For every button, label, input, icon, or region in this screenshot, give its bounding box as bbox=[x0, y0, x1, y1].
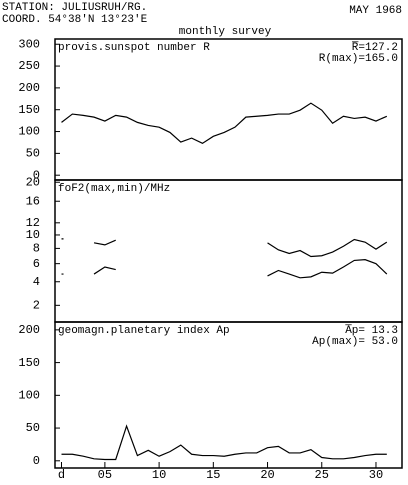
annotation: R̅=127.2 bbox=[351, 42, 398, 54]
y-tick-label: 50 bbox=[26, 147, 40, 161]
y-tick-label: 200 bbox=[18, 81, 40, 95]
y-tick-label: 300 bbox=[18, 37, 40, 51]
y-tick-label: 100 bbox=[18, 388, 40, 402]
y-tick-label: 2 bbox=[33, 298, 40, 312]
annotation: provis.sunspot number R bbox=[58, 42, 210, 54]
data-line bbox=[61, 102, 388, 145]
annotation: foF2(max,min)/MHz bbox=[58, 183, 170, 195]
annotation: R(max)=165.0 bbox=[319, 53, 398, 65]
panel-frame bbox=[54, 179, 403, 323]
data-line bbox=[61, 259, 388, 279]
x-tick-label: d bbox=[58, 468, 65, 480]
y-tick-label: 6 bbox=[33, 257, 40, 271]
annotation: Ap(max)= 53.0 bbox=[312, 336, 398, 348]
x-tick-label: 15 bbox=[206, 468, 220, 480]
x-tick-label: 05 bbox=[98, 468, 112, 480]
y-tick-label: 150 bbox=[18, 356, 40, 370]
y-tick-label: 10 bbox=[26, 228, 40, 242]
y-tick-label: 100 bbox=[18, 125, 40, 139]
y-tick-label: 150 bbox=[18, 103, 40, 117]
subtitle: monthly survey bbox=[179, 26, 272, 38]
data-line bbox=[61, 238, 388, 258]
y-tick-label: 20 bbox=[26, 175, 40, 189]
y-tick-label: 0 bbox=[33, 168, 40, 182]
x-tick-label: 30 bbox=[369, 468, 383, 480]
annotation: geomagn.planetary index Ap bbox=[58, 325, 230, 337]
y-tick-label: 0 bbox=[33, 454, 40, 468]
y-tick-label: 16 bbox=[26, 194, 40, 208]
y-tick-label: 12 bbox=[26, 216, 40, 230]
date: MAY 1968 bbox=[349, 5, 402, 17]
data-line bbox=[61, 424, 387, 461]
station: STATION: JULIUSRUH/RG. bbox=[2, 2, 147, 14]
y-tick-label: 200 bbox=[18, 323, 40, 337]
annotation: A̅p= 13.3 bbox=[345, 325, 398, 337]
x-tick-label: 20 bbox=[260, 468, 274, 480]
x-tick-label: 10 bbox=[152, 468, 166, 480]
y-tick-label: 250 bbox=[18, 59, 40, 73]
y-tick-label: 8 bbox=[33, 242, 40, 256]
y-tick-label: 50 bbox=[26, 421, 40, 435]
y-tick-label: 4 bbox=[33, 275, 40, 289]
x-tick-label: 25 bbox=[315, 468, 329, 480]
coord: COORD. 54°38'N 13°23'E bbox=[2, 14, 148, 26]
